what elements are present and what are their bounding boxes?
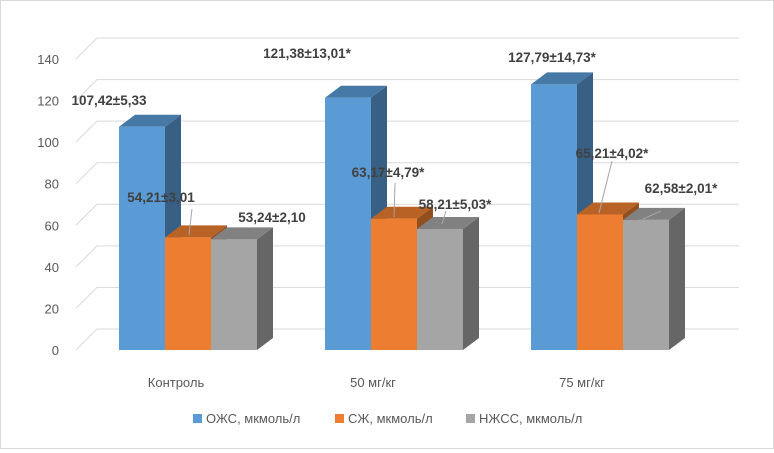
category-label-1: 50 мг/кг <box>350 375 396 390</box>
legend-label: НЖСС, мкмоль/л <box>479 411 582 426</box>
bar-front <box>325 97 371 350</box>
bar-top <box>417 217 479 230</box>
data-label-1-1: 63,17±4,79* <box>352 165 425 180</box>
bars <box>119 72 685 351</box>
leader-line-1-2 <box>441 210 447 225</box>
bar-1-2 <box>417 217 479 350</box>
bar-side <box>257 227 273 350</box>
bar-front <box>417 229 463 350</box>
bar-1-0 <box>325 85 387 350</box>
bar-front <box>371 218 417 350</box>
bar-top <box>119 114 181 127</box>
gridline-120 <box>75 79 739 101</box>
data-label-2-1: 65,21±4,02* <box>576 146 649 161</box>
bar-front <box>531 84 577 350</box>
y-tick-label-100: 100 <box>37 135 59 150</box>
legend-item-1: СЖ, мкмоль/л <box>335 411 433 426</box>
data-labels: 107,42±5,33 54,21±3,01 53,24±2,10 121,38±13… <box>72 46 719 225</box>
bar-top <box>325 85 387 98</box>
category-label-2: 75 мг/кг <box>559 375 605 390</box>
data-label-0-1: 54,21±3,01 <box>127 190 195 205</box>
gridline-60 <box>75 203 739 226</box>
grid-layer <box>75 37 739 351</box>
bar-top <box>165 225 227 238</box>
leader-line-0-1 <box>188 208 193 236</box>
data-label-0-2: 53,24±2,10 <box>238 210 305 225</box>
bar-2-2 <box>623 207 685 350</box>
bar-top <box>531 72 593 85</box>
legend-item-2: НЖСС, мкмоль/л <box>466 411 582 426</box>
bar-0-2 <box>211 227 273 350</box>
data-label-2-2: 62,58±2,01* <box>645 181 718 196</box>
bar-top <box>211 227 273 240</box>
bar-top <box>371 206 433 219</box>
legend-item-0: ОЖС, мкмоль/л <box>193 411 300 426</box>
legend-label: СЖ, мкмоль/л <box>348 411 433 426</box>
category-label-0: Контроль <box>148 375 205 390</box>
gridline-20 <box>75 286 739 309</box>
gridline-100 <box>75 120 739 143</box>
y-tick-label-120: 120 <box>37 94 59 109</box>
bar-front <box>623 219 669 350</box>
bar-0-0 <box>119 114 181 351</box>
bar-front <box>119 126 165 351</box>
gridline-40 <box>75 245 739 268</box>
data-label-2-0: 127,79±14,73* <box>508 50 596 65</box>
bar-front <box>165 237 211 350</box>
legend-swatch <box>335 414 344 423</box>
data-label-1-2: 58,21±5,03* <box>419 197 492 212</box>
data-label-1-0: 121,38±13,01* <box>263 46 351 61</box>
label-leader-lines <box>188 160 662 236</box>
y-tick-label-40: 40 <box>45 260 59 275</box>
gridline-80 <box>75 162 739 185</box>
y-tick-label-20: 20 <box>45 301 59 316</box>
legend-label: ОЖС, мкмоль/л <box>206 411 300 426</box>
legend-swatch <box>193 414 202 423</box>
bar-side <box>463 217 479 350</box>
x-axis-categories: Контроль 50 мг/кг 75 мг/кг <box>148 375 605 390</box>
bar-top <box>577 202 639 215</box>
gridline-140 <box>75 37 739 60</box>
y-axis-ticks: 0 20 40 60 80 100 120 140 <box>37 52 59 358</box>
leader-line-1-1 <box>393 182 396 218</box>
bar-front <box>577 214 623 350</box>
y-tick-label-60: 60 <box>45 218 59 233</box>
y-tick-label-140: 140 <box>37 52 59 67</box>
bar-front <box>211 239 257 350</box>
leader-line-2-2 <box>642 210 662 220</box>
legend: ОЖС, мкмоль/л СЖ, мкмоль/л НЖСС, мкмоль/л <box>193 411 582 426</box>
data-label-0-0: 107,42±5,33 <box>72 93 147 108</box>
bar-side <box>669 207 685 350</box>
legend-swatch <box>466 414 475 423</box>
gridline-0 <box>75 328 739 351</box>
y-tick-label-80: 80 <box>45 177 59 192</box>
leader-line-2-1 <box>598 160 613 214</box>
y-tick-label-0: 0 <box>52 343 59 358</box>
